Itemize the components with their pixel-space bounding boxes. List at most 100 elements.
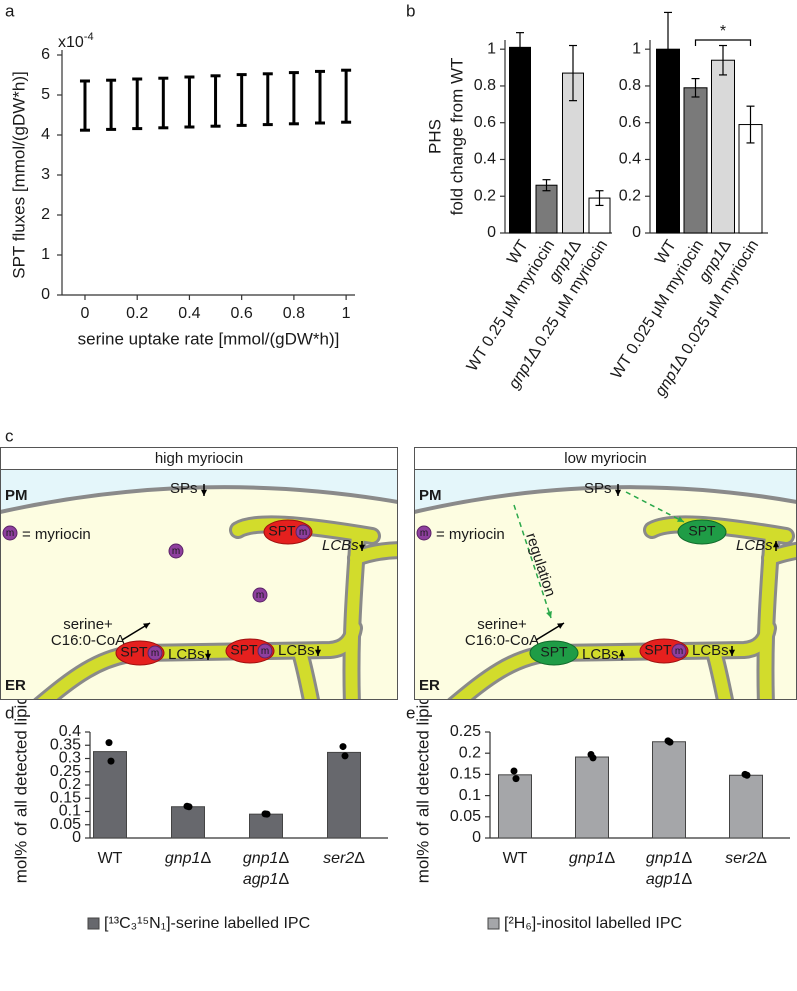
gene-name: ser2 (725, 850, 756, 867)
panel-title-bar (0, 447, 398, 470)
y-tick-label: 0.25 (450, 723, 481, 740)
myriocin-label: m (6, 528, 14, 539)
myriocin-label: m (151, 648, 159, 659)
lcbs-label: LCBs (168, 646, 205, 663)
text-part: Δ (278, 850, 289, 867)
y-tick-label: 0.2 (59, 776, 81, 793)
bar (509, 46, 531, 234)
bar (711, 59, 735, 234)
bar (535, 184, 558, 234)
gene-name: gnp1 (569, 850, 605, 867)
myriocin-label: m (299, 527, 307, 538)
spt-enzyme (529, 640, 579, 666)
legend-swatch (87, 917, 100, 930)
y-tick-label: 0.35 (50, 736, 81, 753)
substrate: C16:0-CoA (465, 632, 539, 649)
pm-label: PM (419, 487, 442, 504)
replicate-point (107, 757, 115, 765)
y-tick-label: 0.05 (50, 816, 81, 833)
myriocin-label: m (420, 528, 428, 539)
x-tick-label: 0 (81, 305, 90, 322)
replicate-point (743, 771, 751, 779)
y-tick-label: 1 (487, 40, 496, 57)
y-tick-label: 2 (41, 206, 50, 223)
text-part: Δ (354, 850, 365, 867)
gene-name: gnp1 (165, 850, 201, 867)
myriocin (416, 525, 432, 541)
text-part: Δ (200, 850, 211, 867)
x-tick-label: WT (98, 850, 123, 867)
myriocin (252, 587, 268, 603)
legend-label: [²H₆]-inositol labelled IPC (504, 915, 682, 932)
y-tick-label: 0.6 (619, 114, 641, 131)
x-tick-label: gnp1Δ (646, 850, 693, 867)
plasma-membrane (0, 485, 398, 514)
arrow-shaft (513, 504, 552, 619)
bar (498, 774, 532, 839)
er-tube (708, 646, 732, 700)
y-tick-label: 0.2 (459, 744, 481, 761)
replicate-point (339, 743, 347, 751)
y-tick-label: 0 (487, 224, 496, 241)
replicate-point (185, 803, 193, 811)
legend-text: = myriocin (22, 526, 91, 543)
text-part: Δ (681, 871, 692, 888)
arrow-head (314, 649, 322, 656)
significance-label: * (720, 23, 726, 40)
substrate: serine+ (477, 616, 527, 633)
sps-label: SPs (584, 480, 612, 497)
er-label: ER (5, 677, 26, 694)
text-part: Δ (604, 850, 615, 867)
arrow-head (677, 516, 684, 522)
spt-label: SPT (644, 642, 672, 658)
bar (729, 774, 763, 839)
arrow-head (557, 623, 564, 629)
bar (652, 741, 686, 839)
lcbs-label: LCBs (278, 642, 315, 659)
y-tick-label: 0.4 (474, 151, 496, 168)
myriocin-label: m (675, 646, 683, 657)
y-axis-label: PHS (425, 119, 444, 154)
spt-label: SPT (688, 523, 716, 539)
bar (327, 751, 361, 839)
y-tick-label: 0.2 (619, 187, 641, 204)
substrate: C16:0-CoA (51, 632, 125, 649)
diagram-body (414, 469, 797, 700)
y-tick-label: 0.25 (50, 763, 81, 780)
arrow-head (618, 650, 626, 657)
myriocin-label: m (261, 646, 269, 657)
lcbs-label: LCBs (582, 646, 619, 663)
y-tick-label: 0 (41, 286, 50, 303)
multiplier-exponent: -4 (84, 31, 94, 43)
spt-enzyme (677, 519, 727, 545)
y-tick-label: 4 (41, 126, 50, 143)
spt-label: SPT (540, 644, 568, 660)
text-part: Δ (278, 871, 289, 888)
panel-label: e (406, 703, 415, 722)
spt-label: SPT (120, 644, 148, 660)
er-label: ER (419, 677, 440, 694)
replicate-point (341, 752, 349, 760)
y-tick-label: 0.8 (619, 77, 641, 94)
text-part: WT (98, 850, 123, 867)
er-tube (294, 646, 318, 700)
replicate-point (263, 810, 271, 818)
diagram-panel: high myriocin PM ER SPs m = myriocin m m serine+… (0, 447, 398, 700)
myriocin (257, 643, 273, 659)
y-tick-label: 6 (41, 46, 50, 63)
y-tick-label: 0.15 (50, 789, 81, 806)
panel-label: b (406, 1, 415, 20)
bar (683, 87, 708, 234)
y-tick-label: 1 (632, 40, 641, 57)
y-tick-label: 0.8 (474, 77, 496, 94)
replicate-point (510, 767, 518, 775)
gene-name: agp1 (646, 871, 682, 888)
myriocin (295, 524, 311, 540)
y-tick-label: 5 (41, 86, 50, 103)
spt-label: SPT (268, 523, 296, 539)
myriocin (147, 645, 163, 661)
x-axis-label: serine uptake rate [mmol/(gDW*h)] (78, 329, 340, 348)
